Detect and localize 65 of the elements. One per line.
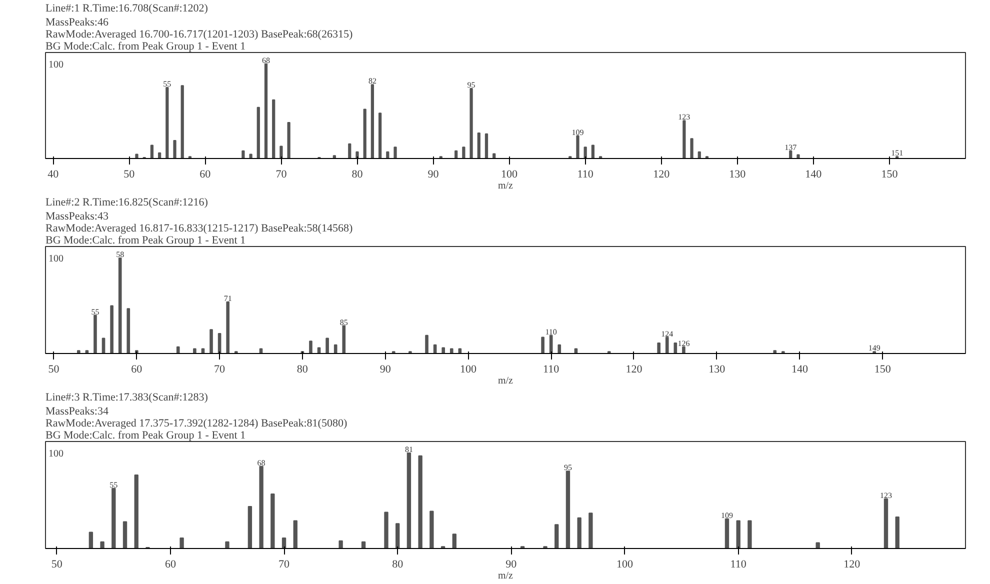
x-tick-label: 80 — [352, 168, 364, 180]
x-tick-label: 80 — [296, 364, 308, 376]
annotation: 126 — [678, 338, 690, 348]
chart-subtitle: MassPeaks:46 RawMode:Averaged 16.700-16.717(1201-1203) BasePeak:68(26315) BG Mode:Calc. from Peak Group 1 - Event 1 — [46, 16, 353, 52]
x-tick-label: 100 — [616, 558, 634, 570]
annotation: 95 — [564, 463, 572, 472]
x-tick-label: 100 — [501, 168, 518, 180]
annotation: 109 — [572, 128, 584, 137]
annotation: 137 — [784, 142, 797, 152]
annotation: 55 — [91, 307, 100, 316]
chart-subtitle: MassPeaks:34 RawMode:Averaged 17.375-17.392(1282-1284) BasePeak:81(5080) BG Mode:Calc. from Peak Group 1 - Event 1 — [46, 406, 348, 442]
x-tick-label: 60 — [131, 364, 143, 376]
annotation: 55 — [163, 80, 172, 89]
annotation: 85 — [340, 318, 348, 327]
annotation: 71 — [224, 294, 232, 303]
x-axis-title: m/z — [498, 376, 514, 386]
annotation: 149 — [868, 344, 880, 353]
x-tick-label: 60 — [164, 558, 176, 570]
annotation: 68 — [262, 56, 270, 65]
annotation: 109 — [720, 510, 733, 520]
x-tick-label: 90 — [428, 168, 440, 180]
chart-subtitle: MassPeaks:43 RawMode:Averaged 16.817-16.833(1215-1217) BasePeak:58(14568) BG Mode:Calc. from Peak Group 1 - Event 1 — [46, 210, 353, 246]
chart-title: Line#:3 R.Time:17.383(Scan#:1283) — [46, 392, 208, 404]
chart-title: Line#:2 R.Time:16.825(Scan#:1216) — [46, 196, 208, 208]
x-tick-label: 50 — [51, 558, 63, 570]
annotation: 100 — [48, 253, 64, 264]
x-tick-label: 120 — [844, 558, 861, 570]
annotation: 100 — [48, 59, 64, 70]
annotation: 151 — [891, 148, 904, 158]
x-tick-label: 70 — [276, 168, 288, 180]
x-tick-label: 60 — [200, 168, 212, 180]
x-tick-label: 150 — [874, 364, 892, 376]
x-tick-label: 70 — [214, 364, 226, 376]
x-tick-label: 100 — [460, 364, 477, 376]
annotation: 55 — [110, 480, 118, 490]
annotation: 82 — [368, 76, 376, 86]
chart-title: Line#:1 R.Time:16.708(Scan#:1202) — [46, 2, 208, 14]
annotation: 58 — [116, 250, 124, 259]
x-tick-label: 130 — [708, 364, 726, 376]
x-tick-label: 50 — [48, 364, 60, 376]
x-tick-label: 150 — [881, 168, 898, 180]
x-tick-label: 120 — [653, 168, 670, 180]
x-tick-label: 90 — [506, 558, 518, 570]
annotation: 124 — [661, 329, 674, 338]
x-tick-label: 140 — [791, 364, 808, 376]
x-tick-label: 120 — [626, 364, 643, 376]
annotation: 110 — [545, 327, 557, 336]
x-tick-label: 90 — [380, 364, 392, 376]
x-tick-label: 70 — [278, 558, 290, 570]
x-tick-label: 80 — [392, 558, 404, 570]
x-axis-title: m/z — [498, 570, 514, 582]
annotation: 123 — [678, 112, 690, 122]
annotation: 81 — [404, 444, 413, 454]
x-tick-label: 140 — [805, 168, 822, 180]
annotation: 123 — [880, 490, 892, 500]
annotation: 68 — [257, 458, 266, 468]
x-tick-label: 110 — [730, 558, 747, 570]
annotation: 100 — [48, 448, 64, 460]
x-axis-title: m/z — [498, 180, 514, 192]
annotation: 95 — [467, 80, 476, 90]
x-tick-label: 50 — [124, 168, 136, 180]
x-tick-label: 130 — [729, 168, 746, 180]
x-tick-label: 110 — [577, 168, 594, 180]
x-tick-label: 110 — [543, 364, 560, 376]
x-tick-label: 40 — [48, 168, 60, 180]
